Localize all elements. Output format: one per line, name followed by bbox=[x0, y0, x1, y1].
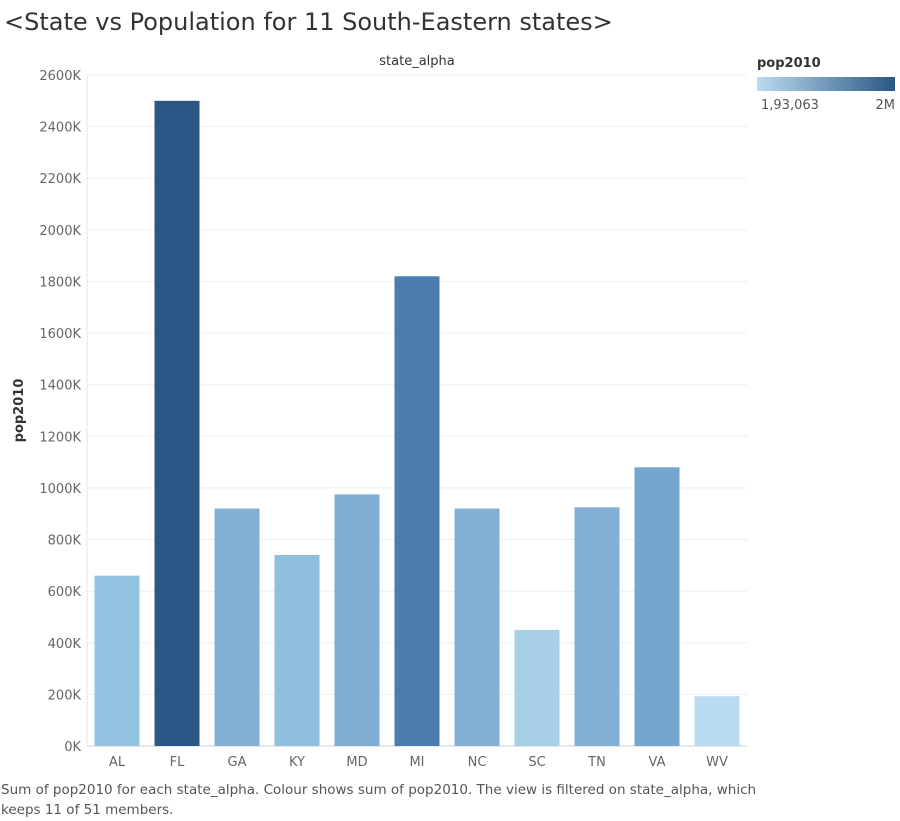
x-tick-label: VA bbox=[649, 755, 666, 770]
bar-ga[interactable] bbox=[214, 508, 260, 746]
x-tick-label: NC bbox=[468, 755, 487, 770]
y-axis-title: pop2010 bbox=[12, 379, 27, 443]
y-tick-label: 600K bbox=[48, 585, 82, 600]
bar-chart: state_alpha pop2010 0K 200K 400K 600K 800K 10… bbox=[12, 54, 747, 770]
bar-wv[interactable] bbox=[694, 696, 740, 746]
x-tick-label: WV bbox=[706, 755, 728, 770]
chart-caption: Sum of pop2010 for each state_alpha. Col… bbox=[1, 782, 757, 818]
y-tick-label: 2400K bbox=[39, 121, 81, 136]
chart-title: <State vs Population for 11 South-Easter… bbox=[4, 8, 613, 36]
y-tick-label: 800K bbox=[48, 534, 82, 549]
y-tick-label: 1000K bbox=[39, 482, 81, 497]
bars bbox=[94, 100, 740, 747]
x-axis-title: state_alpha bbox=[379, 54, 454, 69]
bar-nc[interactable] bbox=[454, 508, 500, 746]
y-tick-label: 400K bbox=[48, 637, 82, 652]
x-tick-label: MD bbox=[346, 755, 367, 770]
y-tick-label: 0K bbox=[64, 740, 81, 755]
x-tick-label: SC bbox=[528, 755, 545, 770]
bar-mi[interactable] bbox=[394, 276, 440, 746]
y-tick-label: 1800K bbox=[39, 275, 81, 290]
y-axis-ticks: 0K 200K 400K 600K 800K 1000K 1200K 1400K 1600K 18… bbox=[39, 69, 81, 755]
bar-al[interactable] bbox=[94, 575, 140, 746]
y-tick-label: 200K bbox=[48, 688, 82, 703]
x-tick-label: AL bbox=[109, 755, 126, 770]
x-tick-label: FL bbox=[170, 755, 185, 770]
y-tick-label: 1200K bbox=[39, 430, 81, 445]
y-tick-label: 2600K bbox=[39, 69, 81, 84]
x-tick-label: MI bbox=[409, 755, 424, 770]
y-tick-label: 2000K bbox=[39, 224, 81, 239]
x-tick-label: TN bbox=[587, 755, 606, 770]
y-tick-label: 2200K bbox=[39, 172, 81, 187]
bar-ky[interactable] bbox=[274, 555, 320, 746]
bar-tn[interactable] bbox=[574, 507, 620, 746]
bar-md[interactable] bbox=[334, 494, 380, 746]
legend-max-label: 2M bbox=[875, 98, 896, 113]
color-legend: pop2010 1,93,063 2M bbox=[757, 56, 897, 114]
bar-fl[interactable] bbox=[154, 100, 200, 747]
legend-min-label: 1,93,063 bbox=[761, 98, 819, 113]
bar-va[interactable] bbox=[634, 467, 680, 746]
x-axis-ticks: AL FL GA KY MD MI NC SC TN VA WV bbox=[109, 755, 728, 770]
legend-color-ramp bbox=[757, 77, 895, 91]
bar-sc[interactable] bbox=[514, 629, 560, 746]
x-tick-label: KY bbox=[289, 755, 305, 770]
y-tick-label: 1400K bbox=[39, 379, 81, 394]
legend-title: pop2010 bbox=[757, 56, 821, 71]
y-tick-label: 1600K bbox=[39, 327, 81, 342]
x-tick-label: GA bbox=[228, 755, 247, 770]
